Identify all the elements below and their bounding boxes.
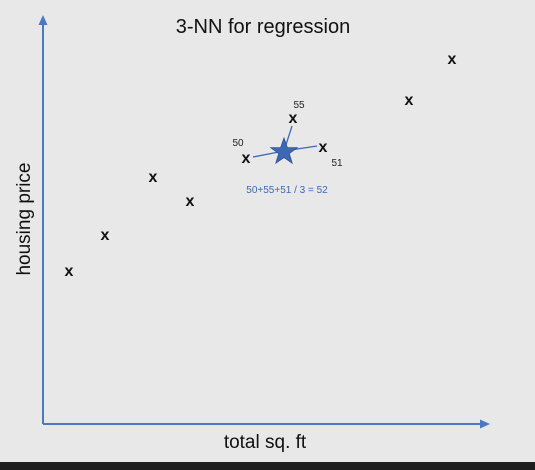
- neighbor-point-left: x: [242, 150, 251, 167]
- y-axis-label: housing price: [14, 162, 35, 275]
- bottom-bar: [0, 462, 535, 470]
- neighbor-value-left: 50: [232, 138, 244, 149]
- neighbor-value-top: 55: [293, 100, 305, 111]
- y-axis-arrowhead: [38, 15, 48, 25]
- prediction-formula: 50+55+51 / 3 = 52: [246, 185, 328, 196]
- data-point: x: [405, 92, 414, 109]
- neighbor-value-right: 51: [331, 158, 343, 169]
- neighbor-point-top: x: [289, 110, 298, 127]
- data-point: x: [101, 227, 110, 244]
- x-axis-arrowhead: [480, 419, 490, 429]
- data-point: x: [65, 263, 74, 280]
- query-point-star-icon: [269, 136, 299, 165]
- diagram-title: 3-NN for regression: [176, 16, 351, 38]
- neighbor-point-right: x: [319, 139, 328, 156]
- data-point: x: [186, 193, 195, 210]
- data-point: x: [149, 169, 158, 186]
- x-axis-label: total sq. ft: [224, 432, 307, 453]
- data-point: x: [448, 51, 457, 68]
